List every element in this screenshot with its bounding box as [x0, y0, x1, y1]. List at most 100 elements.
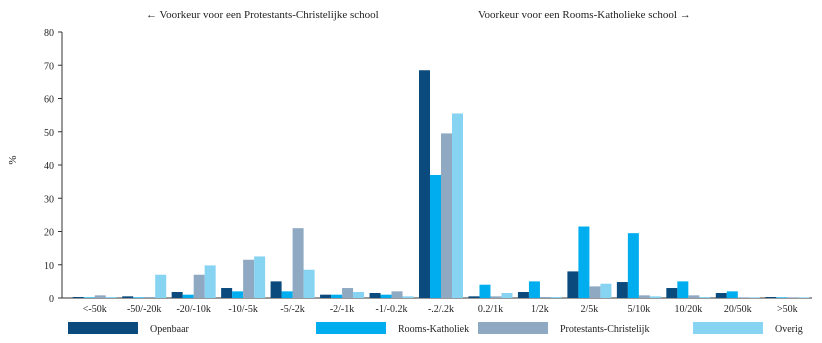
- bar: [638, 295, 650, 298]
- bar: [182, 294, 194, 298]
- bar: [171, 292, 183, 298]
- legend-label: Openbaar: [150, 324, 190, 335]
- bar: [369, 293, 381, 298]
- bar: [726, 291, 738, 298]
- bar: [243, 259, 255, 298]
- header-left: ← Voorkeur voor een Protestants-Christel…: [146, 9, 379, 21]
- x-tick-label: 10/20k: [674, 304, 702, 315]
- bar: [787, 297, 799, 298]
- y-tick-label: 10: [44, 261, 54, 272]
- bar: [699, 297, 711, 298]
- header-right: Voorkeur voor een Rooms-Katholieke schoo…: [478, 9, 691, 21]
- x-tick-label: -.2/.2k: [428, 304, 454, 315]
- y-tick-label: 20: [44, 228, 54, 239]
- legend-swatch: [693, 322, 763, 334]
- x-tick-label: <-50k: [83, 304, 107, 315]
- bar: [270, 281, 282, 298]
- bar: [479, 284, 491, 298]
- bar: [232, 291, 244, 298]
- bar: [133, 297, 145, 298]
- bar: [688, 295, 700, 298]
- legend-label: Protestants-Christelijk: [560, 324, 649, 335]
- x-tick-label: -5/-2k: [280, 304, 304, 315]
- bar: [578, 226, 590, 298]
- bar: [105, 297, 117, 298]
- bar: [737, 297, 749, 298]
- x-tick-label: -2/-1k: [330, 304, 354, 315]
- bar: [83, 297, 95, 298]
- y-tick-label: 30: [44, 194, 54, 205]
- y-axis-label: %: [7, 155, 19, 164]
- x-tick-label: -10/-5k: [228, 304, 257, 315]
- bar: [600, 283, 612, 298]
- legend-swatch: [316, 322, 386, 334]
- x-tick-label: 5/10k: [627, 304, 650, 315]
- bar: [342, 288, 354, 298]
- bar: [539, 297, 551, 298]
- x-tick-label: -1/-0.2k: [376, 304, 408, 315]
- y-tick-label: 60: [44, 95, 54, 106]
- bar: [144, 297, 156, 298]
- x-tick-label: >50k: [777, 304, 798, 315]
- bars: [72, 70, 810, 299]
- bar: [419, 70, 430, 298]
- bar: [649, 296, 661, 298]
- bar: [776, 297, 788, 298]
- bar: [254, 256, 266, 298]
- legend-swatch: [478, 322, 548, 334]
- bar: [353, 292, 365, 298]
- bar: [94, 295, 106, 298]
- x-tick-label: -20/-10k: [176, 304, 210, 315]
- x-tick-label: 0.2/1k: [478, 304, 503, 315]
- bar: [616, 282, 628, 298]
- bar: [666, 288, 678, 298]
- x-tick-labels: <-50k -50/-20k -20/-10k -10/-5k -5/-2k -2/-1k…: [83, 304, 798, 315]
- bar: [331, 294, 343, 298]
- bar: [380, 294, 392, 298]
- bar: [292, 228, 304, 298]
- bar: [798, 297, 810, 298]
- y-tick-label: 70: [44, 61, 54, 72]
- legend: Openbaar Rooms-Katholiek Protestants-Chris…: [68, 322, 803, 335]
- y-tick-label: 40: [44, 161, 54, 172]
- bar: [715, 293, 727, 298]
- bar: [468, 296, 480, 298]
- bar: [528, 281, 540, 298]
- x-tick-label: 2/5k: [581, 304, 599, 315]
- bar: [550, 297, 562, 298]
- legend-label: Rooms-Katholiek: [398, 324, 469, 335]
- bar: [402, 296, 414, 298]
- bar: [320, 294, 332, 298]
- bar: [221, 288, 233, 298]
- bar: [677, 281, 689, 298]
- bar: [501, 293, 513, 298]
- bar: [748, 297, 760, 298]
- bar: [391, 291, 403, 298]
- x-tick-label: 20/50k: [724, 304, 752, 315]
- bar: [193, 274, 205, 298]
- bar: [303, 269, 315, 298]
- bar: [490, 296, 502, 298]
- x-tick-label: -50/-20k: [127, 304, 161, 315]
- bar: [627, 233, 639, 298]
- legend-label: Overig: [775, 324, 803, 335]
- bar: [452, 113, 463, 299]
- bar: [281, 291, 293, 298]
- x-tick-label: 1/2k: [531, 304, 549, 315]
- bar: [72, 297, 84, 298]
- bar: [517, 292, 529, 298]
- bar: [441, 133, 452, 298]
- bar: [589, 286, 601, 298]
- bar: [204, 265, 216, 298]
- y-tick-label: 0: [49, 294, 54, 305]
- bar: [765, 297, 777, 298]
- bar: [155, 274, 167, 298]
- bar: [122, 296, 134, 298]
- y-tick-label: 80: [44, 28, 54, 39]
- legend-swatch: [68, 322, 138, 334]
- y-tick-label: 50: [44, 128, 54, 139]
- bar: [430, 174, 441, 298]
- bar: [567, 271, 579, 298]
